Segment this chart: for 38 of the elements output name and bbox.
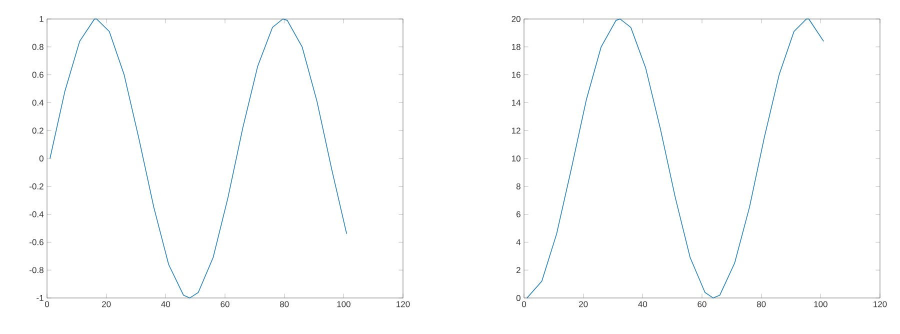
y-tick-label: 10: [512, 155, 520, 162]
x-tick-label: 20: [102, 301, 111, 308]
y-tick-label: -0.8: [30, 267, 44, 274]
x-tick-label: 100: [814, 301, 828, 308]
y-tick-label: 16: [512, 72, 520, 78]
x-tick-label: 80: [280, 301, 289, 308]
y-tick-label: -0.6: [30, 239, 44, 246]
x-tick-label: 100: [337, 301, 350, 308]
line-series: [526, 18, 824, 298]
y-tick-label: 14: [512, 100, 521, 106]
y-tick-label: -1: [36, 295, 44, 301]
y-tick-label: 0: [516, 294, 520, 301]
x-tick-label: 120: [874, 301, 887, 308]
y-tick-label: 0.4: [32, 100, 44, 106]
x-tick-label: 120: [396, 301, 410, 308]
x-tick-label: 0: [44, 301, 50, 308]
x-tick-label: 80: [756, 301, 766, 308]
y-tick-label: 8: [516, 183, 520, 190]
y-tick-label: -0.2: [30, 183, 44, 190]
y-tick-label: 20: [512, 16, 520, 22]
y-tick-label: 0.6: [32, 72, 44, 78]
y-tick-label: 0.2: [32, 128, 44, 134]
y-tick-label: 6: [516, 211, 520, 218]
x-tick-label: 40: [638, 301, 648, 308]
x-tick-label: 60: [220, 301, 230, 308]
y-tick-label: 12: [512, 128, 520, 134]
x-tick-label: 0: [522, 301, 526, 308]
x-tick-label: 40: [161, 301, 170, 308]
y-tick-label: 0.8: [32, 44, 44, 50]
line-series: [50, 18, 347, 298]
y-tick-label: 0: [39, 155, 44, 162]
x-tick-label: 20: [579, 301, 588, 308]
y-tick-label: 4: [516, 239, 521, 246]
y-tick-label: -0.4: [30, 211, 44, 218]
y-tick-label: 18: [512, 44, 520, 50]
x-tick-label: 60: [698, 301, 706, 308]
y-tick-label: 1: [40, 16, 44, 22]
y-tick-label: 2: [516, 267, 520, 274]
